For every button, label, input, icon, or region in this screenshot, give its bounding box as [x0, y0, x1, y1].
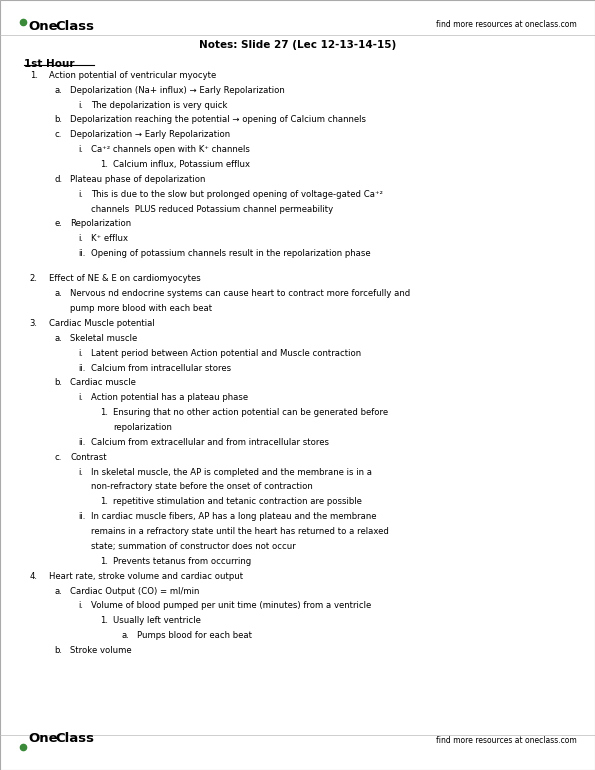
Text: 1.: 1. [100, 408, 108, 417]
Text: Depolarization → Early Repolarization: Depolarization → Early Repolarization [70, 130, 230, 139]
Text: channels  PLUS reduced Potassium channel permeability: channels PLUS reduced Potassium channel … [91, 205, 333, 213]
Text: find more resources at oneclass.com: find more resources at oneclass.com [436, 20, 577, 29]
Text: Depolarization reaching the potential → opening of Calcium channels: Depolarization reaching the potential → … [70, 116, 366, 125]
Text: remains in a refractory state until the heart has returned to a relaxed: remains in a refractory state until the … [91, 527, 389, 536]
Text: Opening of potassium channels result in the repolarization phase: Opening of potassium channels result in … [91, 249, 371, 258]
Text: Calcium from intracellular stores: Calcium from intracellular stores [91, 363, 231, 373]
Text: Cardiac Output (CO) = ml/min: Cardiac Output (CO) = ml/min [70, 587, 199, 595]
Text: c.: c. [55, 453, 62, 462]
Text: In cardiac muscle fibers, AP has a long plateau and the membrane: In cardiac muscle fibers, AP has a long … [91, 512, 377, 521]
Text: Repolarization: Repolarization [70, 219, 131, 229]
Text: Contrast: Contrast [70, 453, 107, 462]
Text: 1.: 1. [100, 497, 108, 507]
Text: 4.: 4. [30, 571, 37, 581]
Text: 1.: 1. [100, 616, 108, 625]
Text: One: One [29, 732, 58, 745]
Text: ii.: ii. [79, 438, 86, 447]
Text: One: One [29, 20, 58, 33]
Text: i.: i. [79, 393, 83, 402]
Text: d.: d. [55, 175, 63, 184]
Text: Calcium influx, Potassium efflux: Calcium influx, Potassium efflux [113, 160, 250, 169]
Text: repetitive stimulation and tetanic contraction are possible: repetitive stimulation and tetanic contr… [113, 497, 362, 507]
Text: Ca⁺² channels open with K⁺ channels: Ca⁺² channels open with K⁺ channels [91, 145, 250, 154]
Text: ii.: ii. [79, 249, 86, 258]
Text: a.: a. [55, 334, 62, 343]
Text: i.: i. [79, 601, 83, 611]
Text: find more resources at oneclass.com: find more resources at oneclass.com [436, 736, 577, 745]
Text: Cardiac Muscle potential: Cardiac Muscle potential [49, 319, 155, 328]
Text: b.: b. [55, 379, 62, 387]
Text: 3.: 3. [30, 319, 37, 328]
Text: ii.: ii. [79, 512, 86, 521]
Text: i.: i. [79, 349, 83, 358]
Text: pump more blood with each beat: pump more blood with each beat [70, 304, 212, 313]
Text: repolarization: repolarization [113, 423, 172, 432]
Text: i.: i. [79, 189, 83, 199]
Text: a.: a. [122, 631, 130, 640]
Text: e.: e. [55, 219, 62, 229]
Text: Depolarization (Na+ influx) → Early Repolarization: Depolarization (Na+ influx) → Early Repo… [70, 85, 285, 95]
Text: Heart rate, stroke volume and cardiac output: Heart rate, stroke volume and cardiac ou… [49, 571, 243, 581]
Text: 1.: 1. [30, 71, 37, 80]
Text: i.: i. [79, 145, 83, 154]
Text: a.: a. [55, 290, 62, 298]
Text: In skeletal muscle, the AP is completed and the membrane is in a: In skeletal muscle, the AP is completed … [91, 467, 372, 477]
Text: Class: Class [55, 20, 95, 33]
Text: 2.: 2. [30, 274, 37, 283]
Text: Class: Class [55, 732, 95, 745]
Text: Cardiac muscle: Cardiac muscle [70, 379, 136, 387]
Text: Prevents tetanus from occurring: Prevents tetanus from occurring [113, 557, 251, 566]
Text: 1.: 1. [100, 160, 108, 169]
Text: Calcium from extracellular and from intracellular stores: Calcium from extracellular and from intr… [91, 438, 329, 447]
Text: 1st Hour: 1st Hour [24, 59, 74, 69]
Text: b.: b. [55, 116, 62, 125]
Text: i.: i. [79, 234, 83, 243]
Text: i.: i. [79, 467, 83, 477]
Text: Action potential has a plateau phase: Action potential has a plateau phase [91, 393, 248, 402]
Text: Skeletal muscle: Skeletal muscle [70, 334, 137, 343]
Text: Latent period between Action potential and Muscle contraction: Latent period between Action potential a… [91, 349, 361, 358]
Text: Notes: Slide 27 (Lec 12-13-14-15): Notes: Slide 27 (Lec 12-13-14-15) [199, 40, 396, 50]
Text: Usually left ventricle: Usually left ventricle [113, 616, 201, 625]
Text: c.: c. [55, 130, 62, 139]
Text: This is due to the slow but prolonged opening of voltage-gated Ca⁺²: This is due to the slow but prolonged op… [91, 189, 383, 199]
Text: Ensuring that no other action potential can be generated before: Ensuring that no other action potential … [113, 408, 388, 417]
Text: non-refractory state before the onset of contraction: non-refractory state before the onset of… [91, 483, 313, 491]
Text: ii.: ii. [79, 363, 86, 373]
Text: Nervous nd endocrine systems can cause heart to contract more forcefully and: Nervous nd endocrine systems can cause h… [70, 290, 411, 298]
Text: Plateau phase of depolarization: Plateau phase of depolarization [70, 175, 206, 184]
Text: state; summation of constructor does not occur: state; summation of constructor does not… [91, 542, 296, 551]
Text: b.: b. [55, 646, 62, 655]
Text: a.: a. [55, 587, 62, 595]
Text: Pumps blood for each beat: Pumps blood for each beat [137, 631, 252, 640]
Text: Stroke volume: Stroke volume [70, 646, 132, 655]
Text: The depolarization is very quick: The depolarization is very quick [91, 101, 227, 109]
Text: 1.: 1. [100, 557, 108, 566]
Text: a.: a. [55, 85, 62, 95]
Text: Action potential of ventricular myocyte: Action potential of ventricular myocyte [49, 71, 216, 80]
Text: Volume of blood pumped per unit time (minutes) from a ventricle: Volume of blood pumped per unit time (mi… [91, 601, 371, 611]
Text: Effect of NE & E on cardiomyocytes: Effect of NE & E on cardiomyocytes [49, 274, 201, 283]
Text: i.: i. [79, 101, 83, 109]
Text: K⁺ efflux: K⁺ efflux [91, 234, 128, 243]
